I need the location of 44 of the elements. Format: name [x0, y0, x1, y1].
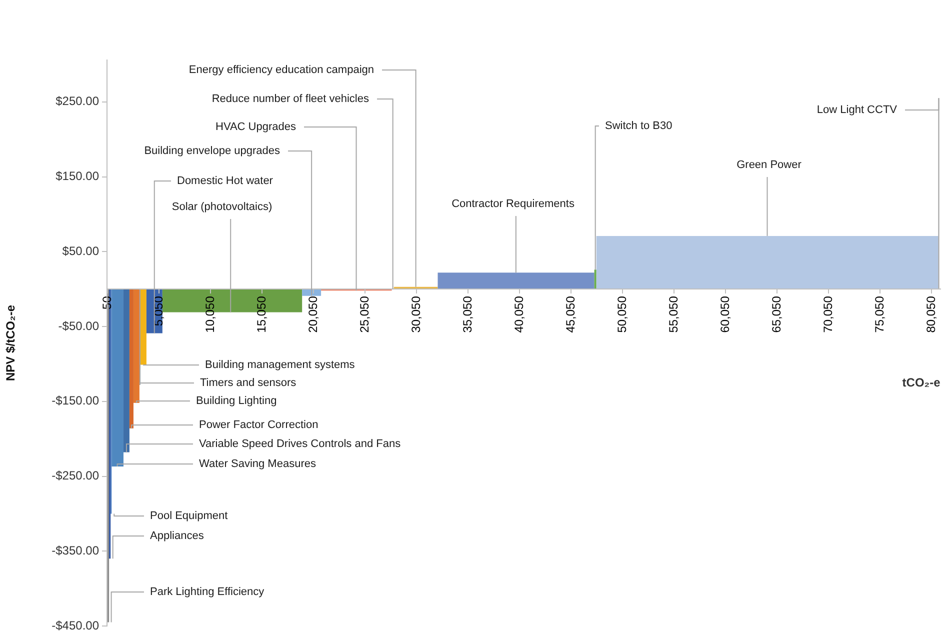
x-tick-label: 80,050	[924, 296, 938, 333]
x-tick-label: 45,050	[563, 296, 578, 333]
y-axis-title: NPV $/tCO₂-e	[4, 304, 18, 382]
annotation: Building envelope upgrades	[144, 145, 280, 158]
x-tick-label: 25,050	[357, 296, 372, 333]
annotation: Timers and sensors	[200, 377, 297, 390]
annotation: Domestic Hot water	[177, 175, 274, 188]
y-tick-label: $50.00	[62, 244, 100, 258]
y-tick-label: -$450.00	[52, 618, 100, 632]
annotation: Solar (photovoltaics)	[172, 201, 272, 214]
y-tick-label: -$150.00	[52, 394, 100, 408]
annotation: Switch to B30	[605, 120, 672, 132]
annotation: Building Lighting	[196, 395, 277, 408]
annotation: Water Saving Measures	[199, 458, 316, 470]
x-tick-label: 10,050	[202, 296, 217, 333]
x-tick-label: 20,050	[306, 296, 320, 333]
annotation: HVAC Upgrades	[216, 121, 296, 134]
x-tick-label: 15,050	[254, 296, 268, 333]
x-tick-label: 55,050	[666, 296, 680, 333]
x-tick-label: 60,050	[718, 296, 732, 333]
x-tick-label: 75,050	[872, 296, 886, 333]
x-axis-title: tCO₂-e	[902, 375, 941, 390]
x-tick-label: 70,050	[820, 296, 835, 333]
y-tick-label: -$250.00	[52, 468, 100, 483]
annotation: Park Lighting Efficiency	[150, 586, 265, 598]
annotation: Green Power	[736, 159, 802, 172]
x-tick-label: 40,050	[512, 296, 526, 333]
annotation: Reduce number of fleet vehicles	[212, 93, 370, 106]
x-tick-label: 65,050	[769, 296, 784, 333]
x-tick-label: 50,050	[614, 296, 629, 333]
annotation: Low Light CCTV	[816, 104, 898, 116]
x-tick-label: 30,050	[408, 296, 423, 333]
annotation: Contractor Requirements	[452, 198, 575, 210]
annotation: Power Factor Correction	[199, 419, 318, 432]
annotation: Variable Speed Drives Controls and Fans	[199, 438, 402, 450]
y-tick-label: -$50.00	[58, 318, 100, 333]
annotation: Pool Equipment	[150, 510, 228, 522]
x-tick-label: 35,050	[460, 296, 474, 333]
y-tick-label: $250.00	[56, 94, 100, 108]
annotation: Energy efficiency education campaign	[188, 64, 374, 76]
annotation: Appliances	[150, 530, 204, 542]
y-tick-label: $150.00	[56, 169, 100, 184]
annotation: Building management systems	[205, 359, 356, 372]
y-tick-label: -$350.00	[52, 543, 100, 558]
